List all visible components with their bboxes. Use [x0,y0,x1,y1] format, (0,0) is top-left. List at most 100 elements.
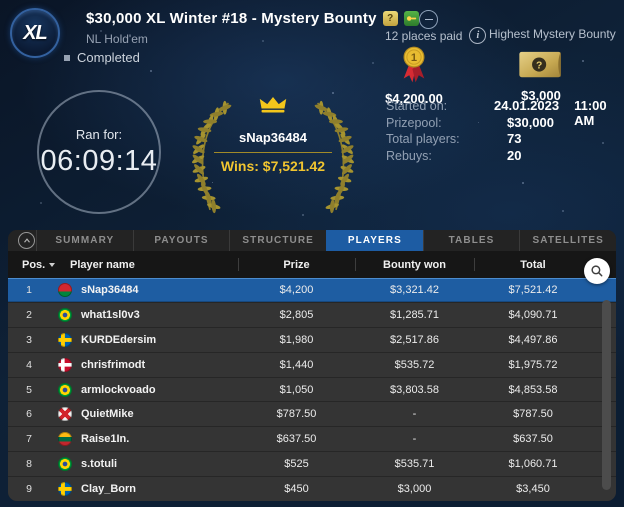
position-cell: 8 [26,458,32,471]
bounty-cell: $3,000 [397,483,432,496]
info-icon[interactable]: i [469,27,487,44]
sort-caret-icon [49,262,56,267]
game-type-label: NL Hold'em [86,32,148,46]
tournament-status: Completed [64,50,140,65]
players-table: 1 sNap36484 $4,200 $3,321.42 $7,521.42 2… [8,278,616,501]
minus-icon [424,18,433,21]
table-row[interactable]: 8 s.totuli $525 $535.71 $1,060.71 [8,451,616,477]
places-paid: 12 places paid i [385,27,487,44]
svg-text:?: ? [536,61,542,72]
total-cell: $637.50 [513,433,553,446]
player-cell: QuietMike [50,407,238,422]
search-button[interactable] [584,258,610,284]
table-row[interactable]: 1 sNap36484 $4,200 $3,321.42 $7,521.42 [8,278,616,302]
bounty-key-icon [403,11,419,26]
stat-row-started-on: Started on: 24.01.2023 11:00 AM [386,98,607,128]
player-flag-icon [58,282,72,297]
prize-cell: $1,440 [279,358,314,371]
table-row[interactable]: 9 Clay_Born $450 $3,000 $3,450 [8,476,616,501]
total-cell: $3,450 [516,483,550,496]
tab-tables[interactable]: TABLES [422,230,520,251]
stat-row-total-players: Total players: 73 [386,131,522,146]
player-flag-icon [58,332,72,347]
results-panel: SUMMARY PAYOUTS STRUCTURE PLAYERS TABLES… [8,230,616,501]
highest-mystery-bounty-block: ? $3,000 [508,49,574,103]
total-cell: $4,090.71 [508,308,558,321]
tournament-stats: Started on: 24.01.2023 11:00 AM Prizepoo… [386,98,624,164]
prize-cell: $637.50 [276,433,317,446]
bounty-cell: $535.72 [394,358,435,371]
places-paid-label: 12 places paid [385,28,463,43]
tab-payouts[interactable]: PAYOUTS [132,230,230,251]
bounty-cell: $535.71 [394,458,435,471]
bounty-won-header: Bounty won [383,258,446,271]
bounty-cell: $1,285.71 [390,308,439,321]
ran-for-label: Ran for: [75,126,123,142]
first-place-medal-icon: 1 [403,46,425,83]
total-cell: $787.50 [513,408,553,421]
player-cell: Clay_Born [50,482,238,497]
player-name: armlockvoado [81,383,156,396]
position-cell: 3 [26,333,32,346]
player-name: KURDEdersim [81,333,157,346]
prize-cell: $1,050 [279,383,314,396]
table-row[interactable]: 3 KURDEdersim $1,980 $2,517.86 $4,497.86 [8,326,616,352]
player-cell: s.totuli [50,457,238,472]
laurel-branch-icon [314,100,354,214]
tournament-title: $30,000 XL Winter #18 - Mystery Bounty [86,10,377,27]
tab-satellites[interactable]: SATELLITES [519,230,616,251]
player-name: sNap36484 [81,283,139,296]
prize-cell: $1,980 [279,333,314,346]
column-divider [474,258,475,271]
mystery-bounty-voucher-icon: ? [519,51,561,78]
bounty-cell: $2,517.86 [390,333,439,346]
player-flag-icon [58,457,72,472]
stat-row-prizepool: Prizepool: $30,000 [386,114,554,130]
duration-circle: Ran for: 06:09:14 [37,90,161,214]
table-row[interactable]: 5 armlockvoado $1,050 $3,803.58 $4,853.5… [8,376,616,402]
player-flag-icon [58,432,72,447]
player-cell: what1sl0v3 [50,307,238,322]
player-name: chrisfrimodt [81,358,146,371]
prize-cell: $2,805 [279,308,314,321]
player-cell: sNap36484 [50,282,238,297]
collapse-header-button[interactable] [419,10,438,29]
highest-mystery-bounty-label: Highest Mystery Bounty [489,27,616,41]
first-place-prize-value: $4,200.00 [385,91,443,106]
total-cell: $1,060.71 [508,458,558,471]
search-icon [591,265,603,277]
player-flag-icon [58,307,72,322]
table-row[interactable]: 7 Raise1In. $637.50 - $637.50 [8,426,616,452]
player-name: s.totuli [81,458,118,471]
tab-structure[interactable]: STRUCTURE [229,230,326,251]
player-flag-icon [58,382,72,397]
total-cell: $4,853.58 [508,383,558,396]
winner-crown-icon [259,97,287,113]
table-scrollbar[interactable] [602,300,611,490]
position-cell: 1 [26,283,32,296]
prize-cell: $450 [284,483,309,496]
table-row[interactable]: 6 QuietMike $787.50 - $787.50 [8,401,616,427]
chevron-up-icon [23,237,30,243]
player-flag-icon [58,482,72,497]
tab-summary[interactable]: SUMMARY [36,230,133,251]
tab-players[interactable]: PLAYERS [326,230,423,251]
player-cell: armlockvoado [50,382,238,397]
position-cell: 5 [26,383,32,396]
position-cell: 7 [26,433,32,446]
duration-value: 06:09:14 [40,144,158,177]
bounty-cell: - [412,433,417,446]
position-cell: 6 [26,408,32,421]
prize-header: Prize [283,258,310,271]
total-cell: $4,497.86 [508,333,558,346]
position-sort-header[interactable]: Pos. [8,259,56,271]
table-row[interactable]: 2 what1sl0v3 $2,805 $1,285.71 $4,090.71 [8,301,616,327]
prize-cell: $525 [284,458,309,471]
collapse-table-button[interactable] [18,232,35,249]
svg-text:1: 1 [411,52,417,64]
player-name: what1sl0v3 [81,308,140,321]
table-row[interactable]: 4 chrisfrimodt $1,440 $535.72 $1,975.72 [8,351,616,377]
total-cell: $1,975.72 [508,358,558,371]
prize-cell: $4,200 [279,283,314,296]
stat-row-rebuys: Rebuys: 20 [386,147,522,163]
